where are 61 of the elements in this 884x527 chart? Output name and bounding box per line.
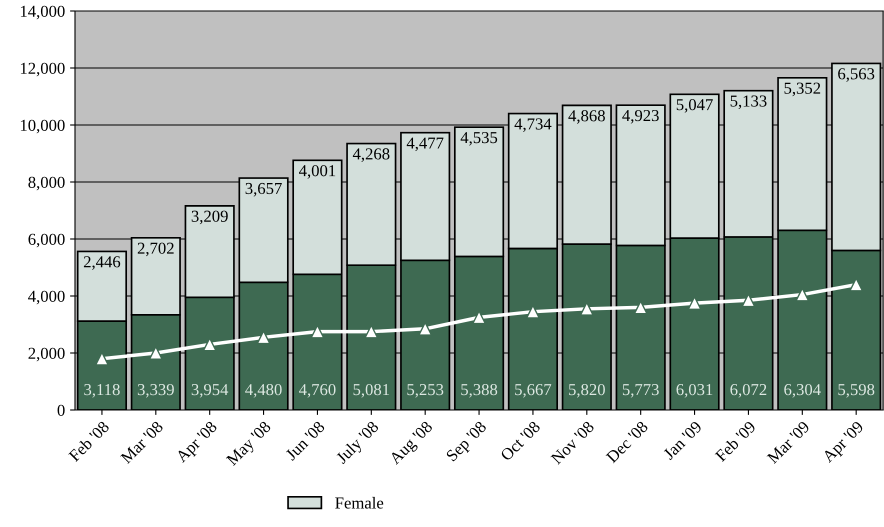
data-label: 6,304 bbox=[784, 384, 821, 398]
x-tick-label: May '08 bbox=[226, 420, 274, 469]
y-tick-label: 6,000 bbox=[28, 234, 65, 248]
x-tick-label: Nov '08 bbox=[550, 420, 595, 465]
data-label: 4,268 bbox=[352, 148, 390, 162]
x-tick-label: Mar '09 bbox=[766, 420, 810, 464]
x-tick-label: July '08 bbox=[335, 420, 382, 467]
data-label: 5,081 bbox=[354, 384, 390, 398]
point bbox=[202, 338, 217, 352]
data-label: 5,667 bbox=[515, 384, 552, 398]
x-tick-label: Oct '08 bbox=[500, 420, 541, 462]
data-label: 4,477 bbox=[406, 138, 444, 152]
data-label: 3,118 bbox=[84, 384, 120, 398]
data-label: 4,760 bbox=[299, 384, 336, 398]
data-label: 5,820 bbox=[569, 384, 605, 398]
data-label: 4,923 bbox=[622, 110, 659, 124]
point bbox=[849, 278, 864, 292]
data-label: 4,001 bbox=[299, 165, 336, 179]
point bbox=[364, 324, 378, 339]
data-label: 3,209 bbox=[192, 210, 228, 224]
y-tick-label: 8,000 bbox=[28, 176, 65, 190]
data-label: 5,047 bbox=[676, 99, 713, 113]
data-label: 4,734 bbox=[514, 118, 552, 132]
y-tick-label: 2,000 bbox=[28, 348, 65, 362]
data-label: 6,072 bbox=[730, 384, 766, 398]
data-label: 3,657 bbox=[246, 182, 282, 196]
data-label: 5,598 bbox=[838, 384, 874, 398]
y-tick-label: 12,000 bbox=[20, 62, 65, 76]
data-label: 6,031 bbox=[676, 384, 712, 398]
data-label: 5,253 bbox=[407, 384, 444, 398]
x-tick-label: Sep '08 bbox=[446, 420, 490, 464]
point bbox=[795, 288, 810, 302]
data-label: 2,702 bbox=[138, 242, 174, 256]
data-label: 3,954 bbox=[192, 384, 228, 398]
x-tick-label: Apr '09 bbox=[821, 420, 866, 466]
data-label: 4,868 bbox=[568, 110, 605, 124]
point bbox=[310, 324, 324, 339]
x-tick-label: Feb '08 bbox=[68, 420, 110, 462]
point bbox=[688, 296, 702, 310]
data-label: 3,339 bbox=[138, 384, 174, 398]
data-label: 4,480 bbox=[245, 384, 282, 398]
x-tick-label: Jun '08 bbox=[284, 420, 326, 461]
data-label: 4,535 bbox=[460, 132, 498, 146]
data-label: 5,773 bbox=[622, 384, 659, 398]
y-tick-label: 0 bbox=[58, 404, 65, 416]
x-tick-label: Mar '08 bbox=[120, 420, 164, 464]
y-tick-label: 14,000 bbox=[20, 6, 65, 20]
data-label: 6,563 bbox=[838, 68, 874, 82]
x-tick-label: Dec '08 bbox=[606, 420, 649, 464]
x-tick-label: Jan '09 bbox=[662, 420, 702, 460]
y-tick-label: 4,000 bbox=[28, 290, 65, 304]
legend-label: Female bbox=[335, 496, 384, 509]
data-label: 5,388 bbox=[461, 384, 498, 398]
x-tick-label: Aug '08 bbox=[388, 420, 436, 468]
data-label: 5,133 bbox=[730, 95, 767, 110]
point bbox=[148, 346, 163, 360]
x-tick-label: Feb '09 bbox=[714, 420, 756, 462]
y-tick-label: 10,000 bbox=[20, 120, 65, 134]
data-label: 2,446 bbox=[84, 256, 120, 270]
data-label: 5,352 bbox=[784, 82, 820, 96]
x-tick-label: Apr '08 bbox=[174, 420, 220, 466]
